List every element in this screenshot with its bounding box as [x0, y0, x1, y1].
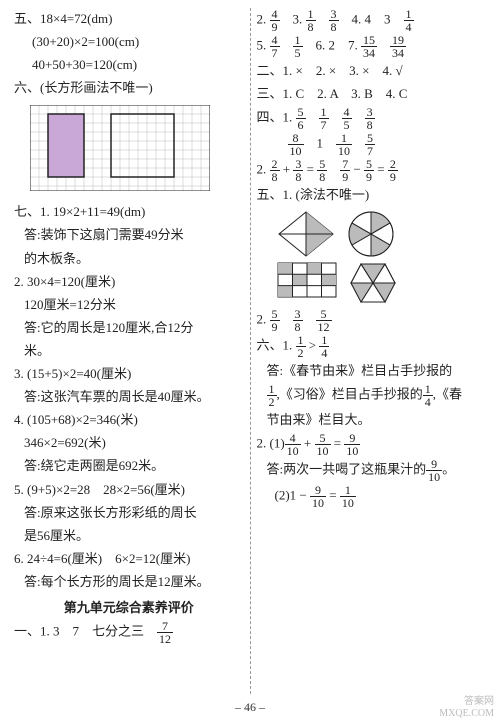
text: 四、1. 56 17 45 38 — [257, 106, 487, 131]
text: 节由来》栏目大。 — [257, 409, 487, 431]
column-divider — [250, 8, 251, 694]
fraction: 712 — [157, 620, 173, 645]
text: 是56厘米。 — [14, 525, 244, 547]
text: 6. 24÷4=6(厘米) 6×2=12(厘米) — [14, 548, 244, 570]
text: 3. (15+5)×2=40(厘米) — [14, 363, 244, 385]
text: ,《习俗》栏目占手抄报的 — [277, 387, 423, 402]
text: 346×2=692(米) — [14, 432, 244, 454]
text: 六、(长方形画法不唯一) — [14, 77, 244, 99]
text: 810 1 110 57 — [257, 132, 487, 157]
fraction: 14 — [423, 383, 433, 408]
text: 答:《春节由来》栏目占手抄报的 — [257, 360, 487, 382]
circle-icon — [347, 210, 395, 258]
text: 2. 30×4=120(厘米) — [14, 271, 244, 293]
text: 六、1. 12 > 14 — [257, 334, 487, 359]
text: 12,《习俗》栏目占手抄报的14,《春 — [257, 383, 487, 408]
text: 答:原来这张长方形彩纸的周长 — [14, 502, 244, 524]
left-col: 五、18×4=72(dm) (30+20)×2=100(cm) 40+50+30… — [10, 8, 248, 694]
shapes-row2 — [277, 262, 487, 304]
hexagon-icon — [349, 262, 397, 304]
text: 答:两次一共喝了这瓶果汁的 — [267, 462, 427, 477]
text: 二、1. × 2. × 3. × 4. √ — [257, 60, 487, 82]
section-title: 第九单元综合素养评价 — [14, 597, 244, 616]
text: 答:两次一共喝了这瓶果汁的910。 — [257, 458, 487, 483]
text: 一、1. 3 7 七分之三 — [14, 623, 157, 638]
text: 答:每个长方形的周长是12厘米。 — [14, 571, 244, 593]
shapes-row1 — [277, 210, 487, 258]
text: MXQE.COM — [439, 708, 494, 719]
text: (30+20)×2=100(cm) — [14, 31, 244, 53]
right-col: 2. 49 3. 18 38 4. 4 3 14 5. 47 15 6. 2 7… — [253, 8, 491, 694]
text: ,《春 — [433, 387, 462, 402]
diamond-icon — [277, 210, 335, 258]
text: 2. 49 3. 18 38 4. 4 3 14 — [257, 8, 487, 33]
text: 答:它的周长是120厘米,合12分 — [14, 317, 244, 339]
grid-shape-icon — [277, 262, 337, 298]
text: 4. (105+68)×2=346(米) — [14, 409, 244, 431]
text: 2. 28 + 38 = 58 79 − 59 = 29 — [257, 158, 487, 183]
fraction: 910 — [426, 458, 442, 483]
grid-figure — [30, 105, 244, 195]
text: 答案网 — [464, 696, 494, 707]
text: 120厘米=12分米 — [14, 294, 244, 316]
text: 米。 — [14, 340, 244, 362]
text: 答:这张汽车票的周长是40厘米。 — [14, 386, 244, 408]
text: 七、1. 19×2+11=49(dm) — [14, 201, 244, 223]
text: 一、1. 3 7 七分之三 712 — [14, 620, 244, 645]
fraction: 12 — [267, 383, 277, 408]
text: 五、1. (涂法不唯一) — [257, 184, 487, 206]
text: 40+50+30=120(cm) — [14, 54, 244, 76]
text: 五、18×4=72(dm) — [14, 8, 244, 30]
text: 答:绕它走两圈是692米。 — [14, 455, 244, 477]
page: 五、18×4=72(dm) (30+20)×2=100(cm) 40+50+30… — [0, 0, 500, 698]
watermark: 答案网MXQE.COM — [439, 696, 494, 720]
text: 5. 47 15 6. 2 7. 1534 1934 — [257, 34, 487, 59]
text: 2. (1)410 + 510 = 910 — [257, 432, 487, 457]
text: 。 — [442, 462, 455, 477]
text: 2. 59 38 512 — [257, 308, 487, 333]
text: 三、1. C 2. A 3. B 4. C — [257, 83, 487, 105]
text: 答:装饰下这扇门需要49分米 — [14, 224, 244, 246]
page-number: – 46 – — [0, 700, 500, 715]
text: 5. (9+5)×2=28 28×2=56(厘米) — [14, 479, 244, 501]
text: 的木板条。 — [14, 248, 244, 270]
text: (2)1 − 910 = 110 — [257, 484, 487, 509]
